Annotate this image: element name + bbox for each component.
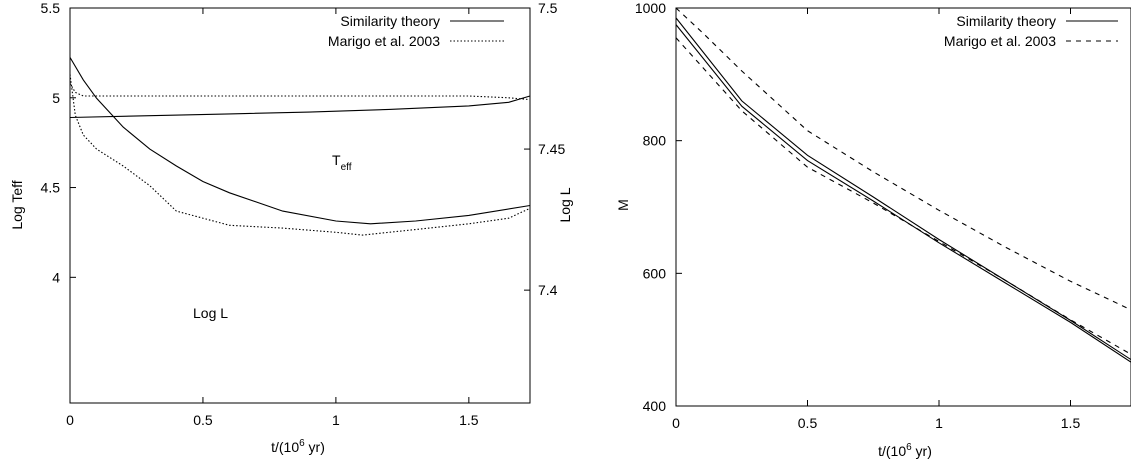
series-line-1 (675, 24, 1131, 363)
legend-label-marigo-right: Marigo et al. 2003 (944, 33, 1056, 49)
series-lines-left (69, 57, 531, 236)
legend-right: Similarity theory Marigo et al. 2003 (944, 13, 1118, 49)
tick-labels-left: 0 0.5 1 1.5 4 4.5 5 5.5 7.4 7.45 7.5 (41, 0, 566, 428)
series-line-3 (675, 37, 1131, 355)
series-line-0 (675, 17, 1131, 361)
plot-frame-left (69, 7, 531, 404)
y-tick-label: 400 (643, 398, 667, 414)
y-axis-label-mass: M (615, 199, 631, 211)
legend-label-similarity-right: Similarity theory (956, 13, 1056, 29)
legend-label-marigo-left: Marigo et al. 2003 (328, 33, 440, 49)
tick-labels-right: 0 0.5 1 1.5 400 600 800 1000 (635, 0, 1081, 431)
x-axis-label-right: t/(106 yr) (878, 442, 932, 459)
y-tick-label: 1000 (635, 0, 666, 16)
chart-left-luminosity-teff: 0 0.5 1 1.5 4 4.5 5 5.5 7.4 7.45 7.5 Log Teff Log … (9, 0, 573, 455)
y-axis-label-right: Log L (557, 187, 573, 222)
x-tick-label: 0.5 (193, 412, 213, 428)
series-line-3 (69, 74, 531, 236)
x-axis-label-left: t/(106 yr) (271, 438, 325, 455)
x-tick-label: 1.5 (1061, 415, 1081, 431)
y-axis-label-left: Log Teff (9, 180, 25, 229)
x-tick-label: 1 (332, 412, 340, 428)
y-tick-label: 5.5 (41, 0, 61, 16)
tick-marks-right (675, 7, 1072, 407)
y-tick-label-right: 7.45 (538, 141, 565, 157)
legend-label-similarity-left: Similarity theory (340, 13, 440, 29)
chart-right-mass: 0 0.5 1 1.5 400 600 800 1000 M t/(106 yr) Simil… (615, 0, 1131, 459)
annotation-teff: Teff (332, 152, 352, 173)
series-line-0 (69, 95, 531, 119)
series-lines-right (675, 7, 1131, 363)
x-tick-label: 0.5 (798, 415, 818, 431)
series-line-2 (69, 83, 531, 101)
x-tick-label: 1.5 (459, 412, 479, 428)
legend-left: Similarity theory Marigo et al. 2003 (328, 13, 504, 49)
annotation-log-l: Log L (193, 305, 228, 321)
plot-frame-right (675, 7, 1131, 407)
x-tick-label: 0 (672, 415, 680, 431)
x-tick-label: 1 (935, 415, 943, 431)
y-tick-label: 800 (643, 133, 667, 149)
y-tick-label: 4.5 (41, 180, 61, 196)
y-tick-label: 4 (52, 269, 60, 285)
y-tick-label-right: 7.4 (538, 282, 558, 298)
y-tick-label: 600 (643, 265, 667, 281)
x-tick-label: 0 (66, 412, 74, 428)
series-line-1 (69, 57, 531, 225)
tick-marks-left (69, 7, 530, 403)
y-tick-label: 5 (52, 90, 60, 106)
series-line-2 (675, 7, 1131, 311)
y-tick-label-right: 7.5 (538, 0, 558, 16)
